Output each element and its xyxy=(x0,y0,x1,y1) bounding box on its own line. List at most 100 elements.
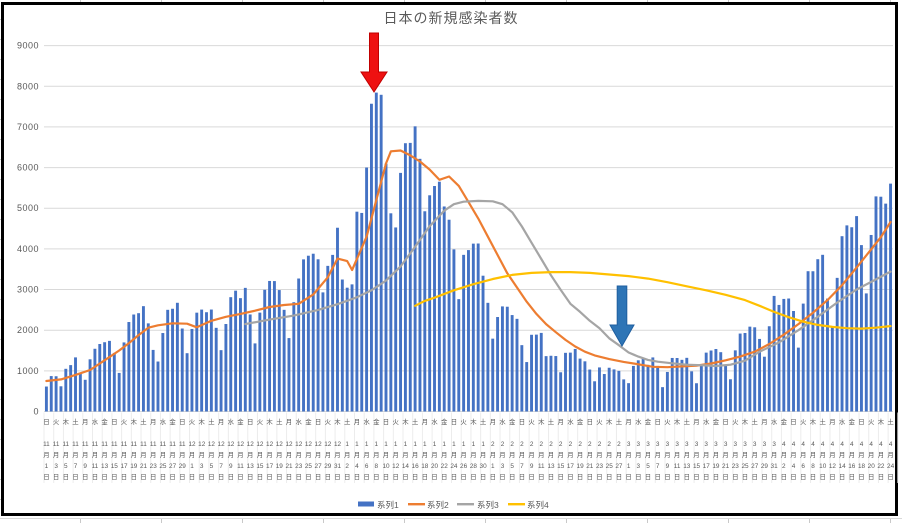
bar-series1[interactable] xyxy=(758,338,762,412)
legend-swatch-系列4[interactable] xyxy=(508,503,525,506)
red-arrow[interactable] xyxy=(360,32,388,93)
bar-series1[interactable] xyxy=(306,255,310,412)
line-series2[interactable] xyxy=(45,149,892,383)
bar-series1[interactable] xyxy=(471,243,475,412)
bar-series1[interactable] xyxy=(418,158,422,412)
bar-series1[interactable] xyxy=(394,227,398,412)
bar-series1[interactable] xyxy=(835,277,839,412)
bar-series1[interactable] xyxy=(219,350,223,412)
bar-series1[interactable] xyxy=(830,326,834,412)
bar-series1[interactable] xyxy=(481,275,485,412)
bar-series1[interactable] xyxy=(665,371,669,412)
bar-series1[interactable] xyxy=(336,227,339,412)
bar-series1[interactable] xyxy=(117,372,121,412)
bar-series1[interactable] xyxy=(583,361,587,412)
bar-series1[interactable] xyxy=(185,353,189,412)
bar-series1[interactable] xyxy=(602,374,606,412)
bar-series1[interactable] xyxy=(617,370,621,412)
bar-series1[interactable] xyxy=(234,290,238,412)
bar-series1[interactable] xyxy=(345,287,349,412)
bar-series1[interactable] xyxy=(175,302,179,412)
legend-label-系列1[interactable]: 系列1 xyxy=(377,500,399,510)
bar-series1[interactable] xyxy=(777,304,781,412)
line-series3[interactable] xyxy=(244,199,892,368)
bar-series1[interactable] xyxy=(253,343,257,412)
bar-series1[interactable] xyxy=(248,314,252,412)
bar-series1[interactable] xyxy=(108,340,111,412)
bar-series1[interactable] xyxy=(661,387,664,412)
bar-series1[interactable] xyxy=(491,338,495,412)
bar-series1[interactable] xyxy=(297,278,301,412)
bar-series1[interactable] xyxy=(64,368,68,412)
bar-series1[interactable] xyxy=(782,298,786,412)
bar-series1[interactable] xyxy=(874,196,878,412)
bar-series1[interactable] xyxy=(510,315,514,412)
bar-series1[interactable] xyxy=(161,333,165,412)
bar-series1[interactable] xyxy=(772,295,776,412)
bar-series1[interactable] xyxy=(272,281,276,412)
bar-series1[interactable] xyxy=(714,349,718,412)
bar-series1[interactable] xyxy=(670,357,674,412)
bar-series1[interactable] xyxy=(709,350,713,412)
bar-series1[interactable] xyxy=(326,265,330,412)
bar-series1[interactable] xyxy=(729,379,732,412)
bar-series1[interactable] xyxy=(365,167,369,412)
legend-label-系列2[interactable]: 系列2 xyxy=(427,500,449,510)
bar-series1[interactable] xyxy=(350,284,354,412)
bar-series1[interactable] xyxy=(869,234,873,412)
bar-series1[interactable] xyxy=(525,362,529,412)
bar-series1[interactable] xyxy=(573,348,577,412)
bar-series1[interactable] xyxy=(850,227,854,412)
bar-series1[interactable] xyxy=(598,367,601,412)
bar-series1[interactable] xyxy=(447,219,451,412)
bar-series1[interactable] xyxy=(268,280,272,412)
bar-series1[interactable] xyxy=(656,365,660,412)
bar-series1[interactable] xyxy=(282,309,286,412)
bar-series1[interactable] xyxy=(229,297,233,412)
bar-series1[interactable] xyxy=(88,359,92,412)
bar-series1[interactable] xyxy=(680,359,684,412)
bar-series1[interactable] xyxy=(59,386,63,412)
bar-series1[interactable] xyxy=(568,352,572,412)
bar-series1[interactable] xyxy=(792,311,795,412)
bar-series1[interactable] xyxy=(287,338,291,412)
bar-series1[interactable] xyxy=(103,342,107,412)
bar-series1[interactable] xyxy=(190,328,194,412)
bar-series1[interactable] xyxy=(505,306,509,412)
bar-series1[interactable] xyxy=(355,211,359,412)
bar-series1[interactable] xyxy=(554,356,558,412)
bar-series1[interactable] xyxy=(496,317,500,412)
legend-label-系列3[interactable]: 系列3 xyxy=(477,500,499,510)
bar-series1[interactable] xyxy=(564,352,567,412)
bar-series1[interactable] xyxy=(631,365,635,412)
bar-series1[interactable] xyxy=(83,379,87,412)
bar-series1[interactable] xyxy=(821,254,825,412)
bar-series1[interactable] xyxy=(214,327,218,412)
bar-series1[interactable] xyxy=(374,92,378,412)
bar-series1[interactable] xyxy=(651,357,655,412)
bar-series1[interactable] xyxy=(132,314,136,412)
bar-series1[interactable] xyxy=(884,203,888,412)
bar-series1[interactable] xyxy=(146,323,150,412)
bar-series1[interactable] xyxy=(486,302,490,412)
bar-series1[interactable] xyxy=(452,249,456,412)
bar-series1[interactable] xyxy=(403,143,407,412)
bar-series1[interactable] xyxy=(889,183,892,412)
bar-series1[interactable] xyxy=(753,327,757,412)
bar-series1[interactable] xyxy=(515,318,519,412)
bar-series1[interactable] xyxy=(612,369,616,412)
bar-series1[interactable] xyxy=(379,94,383,412)
bar-series1[interactable] xyxy=(695,383,698,412)
bar-series1[interactable] xyxy=(685,357,689,412)
bar-series1[interactable] xyxy=(593,381,597,412)
bar-series1[interactable] xyxy=(738,333,742,412)
bar-series1[interactable] xyxy=(826,298,829,412)
bar-series1[interactable] xyxy=(530,334,533,412)
bar-series1[interactable] xyxy=(641,358,645,412)
bar-series1[interactable] xyxy=(796,347,800,412)
bar-series1[interactable] xyxy=(864,293,868,412)
bar-series1[interactable] xyxy=(243,287,247,412)
bar-series1[interactable] xyxy=(384,163,388,412)
legend-label-系列4[interactable]: 系列4 xyxy=(527,500,549,510)
bar-series1[interactable] xyxy=(180,328,184,412)
